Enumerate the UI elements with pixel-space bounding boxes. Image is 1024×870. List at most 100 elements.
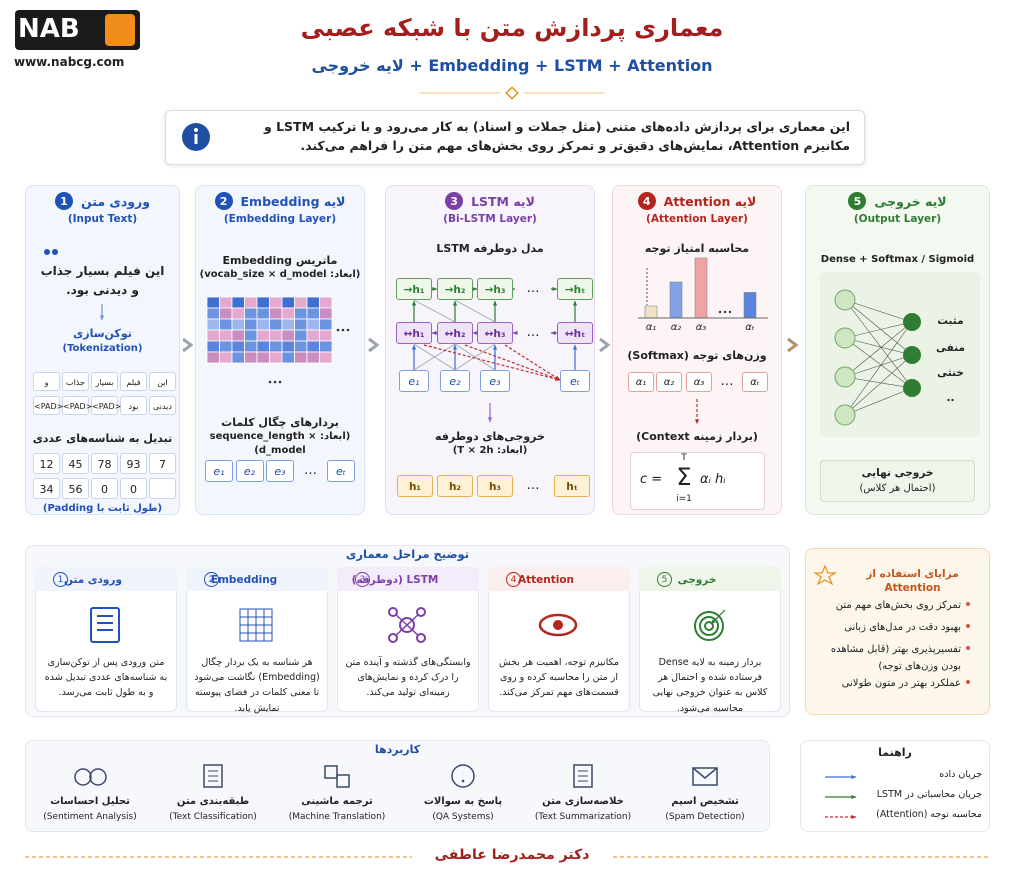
input-node	[834, 366, 856, 388]
icon	[416, 607, 426, 617]
bi-output: h₂	[437, 475, 473, 497]
step-en: (Tokenization)	[62, 343, 143, 354]
matrix-cell	[281, 340, 295, 353]
class-label: منفی	[936, 342, 965, 354]
bi-output: h₁	[397, 475, 433, 497]
bullet	[966, 602, 970, 606]
matrix-cell	[306, 318, 320, 331]
result-title: خروجی نهایی	[861, 467, 934, 479]
arrow-head	[452, 301, 458, 306]
stage-title: لایه خروجی	[874, 193, 947, 209]
arrow-head	[552, 286, 557, 292]
backward-state: ↔h₁	[396, 322, 432, 344]
cross-link	[454, 343, 496, 371]
icon	[699, 616, 719, 636]
formula-sum: Σ	[676, 463, 692, 491]
token: <PAD>	[62, 396, 92, 415]
activation: Dense + Softmax / Sigmoid	[820, 254, 975, 265]
icon	[388, 607, 398, 617]
stage-subtitle: (Attention Layer)	[646, 213, 748, 225]
card-text: متن ورودی پس از توکن‌سازی به شناسه‌های ع…	[44, 657, 168, 699]
matrix-cell	[269, 329, 283, 342]
lstm-input: eₜ	[560, 370, 590, 392]
matrix-cell	[294, 318, 308, 331]
matrix-cell	[294, 296, 308, 309]
matrix-cell	[231, 340, 245, 353]
bi-output: …	[526, 478, 540, 493]
icon	[255, 608, 265, 618]
stage-title: لایه Attention	[663, 193, 757, 209]
matrix-cell	[256, 329, 270, 342]
connection	[844, 376, 913, 389]
intro-box	[165, 110, 865, 165]
stage-subtitle: (Embedding Layer)	[223, 213, 337, 225]
matrix-cell	[206, 351, 220, 364]
outputs-dims: (ابعاد: T × 2h)	[452, 445, 528, 456]
dot	[346, 328, 350, 332]
matrix-cell	[281, 351, 295, 364]
matrix-cell	[269, 296, 283, 309]
forward-state: →hₜ	[557, 278, 593, 300]
score-label: α₁	[645, 322, 657, 333]
flow-chevron	[182, 337, 194, 353]
lstm-input: e₂	[440, 370, 470, 392]
card-number: 3	[355, 572, 370, 587]
matrix-cell	[319, 329, 333, 342]
matrix-cell	[231, 318, 245, 331]
icon	[203, 764, 223, 788]
scores-title: محاسبه امتیاز توجه	[644, 242, 750, 255]
matrix-cell	[306, 296, 320, 309]
icon	[239, 632, 249, 642]
connection	[844, 321, 913, 416]
matrix-cell	[231, 307, 245, 320]
card-number: 2	[204, 572, 219, 587]
info-dot	[194, 128, 198, 132]
arrow-head	[551, 330, 556, 336]
card-text: بردار زمینه به لایه Dense فرستاده شده و …	[652, 657, 768, 714]
token-id: 0	[91, 478, 118, 499]
title: معماری پردازش متن با شبکه عصبی	[300, 14, 724, 42]
matrix-cell	[281, 296, 295, 309]
matrix-cell	[306, 307, 320, 320]
arrow-head	[99, 315, 105, 320]
output-node	[903, 346, 921, 364]
attention-weight: α₁	[628, 372, 654, 392]
icon	[263, 624, 273, 634]
matrix-cell	[231, 351, 245, 364]
score-bar	[694, 257, 708, 319]
connection	[844, 387, 913, 416]
stage-title: لایه Embedding	[240, 193, 346, 209]
icon	[416, 633, 426, 643]
cross-link	[454, 299, 496, 323]
connection	[844, 354, 913, 416]
matrix-cell	[219, 351, 233, 364]
token-id: 93	[120, 453, 147, 474]
matrix-cell	[281, 329, 295, 342]
output-node	[903, 313, 921, 331]
legend-title: راهنما	[878, 746, 912, 759]
class-label: مثبت	[937, 315, 964, 327]
bi-output: hₜ	[554, 475, 590, 497]
token: بسیار	[91, 372, 118, 391]
legend-label: جریان محاسباتی در LSTM	[876, 789, 982, 800]
token-id: 56	[62, 478, 89, 499]
arrow-head	[513, 330, 518, 336]
attention-weight: α₂	[656, 372, 682, 392]
legend-label: جریان داده	[939, 769, 982, 780]
result-note: (احتمال هر کلاس)	[859, 483, 936, 494]
application-name: تشخیص اسپم	[671, 796, 739, 807]
arrow-head	[492, 301, 498, 306]
connection	[844, 321, 913, 339]
vector: e₂	[235, 460, 264, 482]
matrix-title: ماتریس Embedding	[222, 254, 338, 267]
arrow	[423, 344, 561, 381]
token-id-empty	[149, 478, 176, 499]
logo-mark	[105, 14, 135, 46]
icon	[74, 768, 92, 786]
cross-link	[413, 343, 456, 371]
matrix-cell	[244, 318, 258, 331]
advantages-box	[805, 548, 990, 715]
icon	[324, 765, 338, 779]
diamond	[505, 86, 519, 100]
padding-note: (طول ثابت با Padding)	[42, 503, 163, 514]
